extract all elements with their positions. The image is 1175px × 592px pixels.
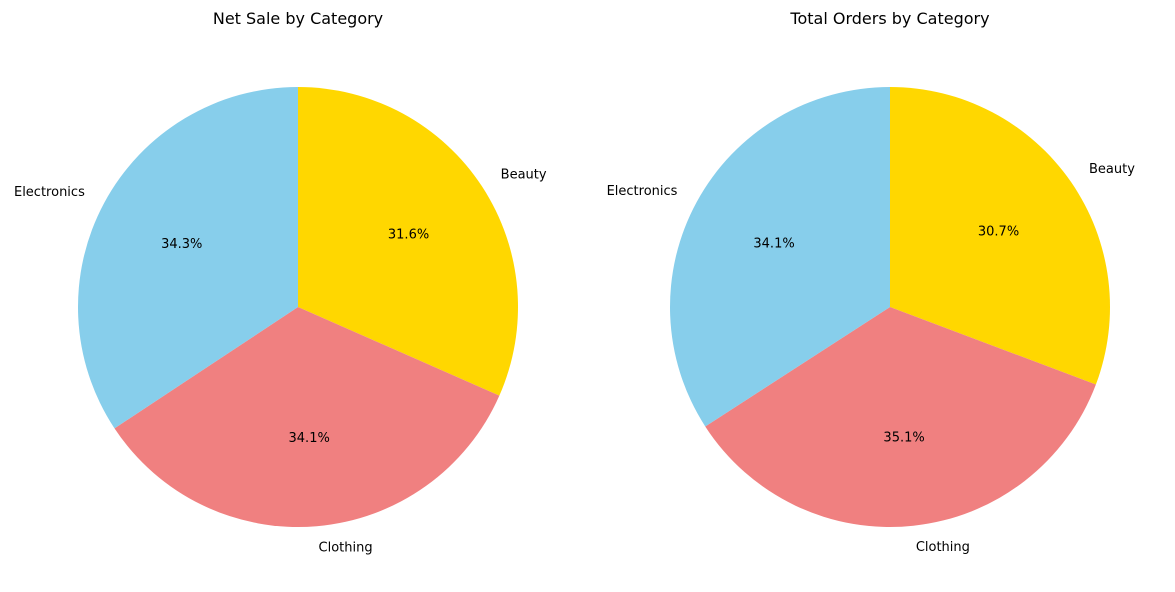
chart-title: Net Sale by Category — [213, 9, 383, 28]
category-label-electronics: Electronics — [14, 185, 85, 200]
pie-slice-beauty — [298, 87, 518, 396]
percent-label-beauty: 31.6% — [388, 227, 429, 242]
percent-label-clothing: 34.1% — [289, 431, 330, 446]
percent-label-beauty: 30.7% — [978, 224, 1019, 239]
category-label-beauty: Beauty — [501, 167, 547, 182]
category-label-electronics: Electronics — [607, 184, 678, 199]
pie-slice-electronics — [669, 86, 890, 427]
pie-slices — [669, 86, 1110, 527]
category-label-clothing: Clothing — [319, 541, 373, 556]
pie-labels: Beauty 31.6% Clothing 34.1% Electronics 34.3% — [14, 167, 547, 555]
pie-labels: Beauty 30.7% Clothing 35.1% Electronics 34.1% — [607, 162, 1136, 555]
category-label-beauty: Beauty — [1089, 162, 1135, 177]
pie-slice-clothing — [705, 307, 1096, 527]
net-sale-pie-chart: Net Sale by Category Beauty 31.6% Clothing… — [14, 9, 547, 556]
chart-title: Total Orders by Category — [789, 9, 989, 28]
percent-label-electronics: 34.3% — [161, 237, 202, 252]
pie-slice-clothing — [114, 307, 500, 527]
category-label-clothing: Clothing — [916, 540, 970, 555]
pie-slice-beauty — [890, 87, 1110, 385]
total-orders-pie-chart: Total Orders by Category Beauty 30.7% Clot… — [607, 9, 1136, 555]
percent-label-electronics: 34.1% — [753, 236, 794, 251]
percent-label-clothing: 35.1% — [883, 431, 924, 446]
pie-slice-electronics — [78, 87, 298, 429]
pie-slices — [78, 87, 518, 527]
